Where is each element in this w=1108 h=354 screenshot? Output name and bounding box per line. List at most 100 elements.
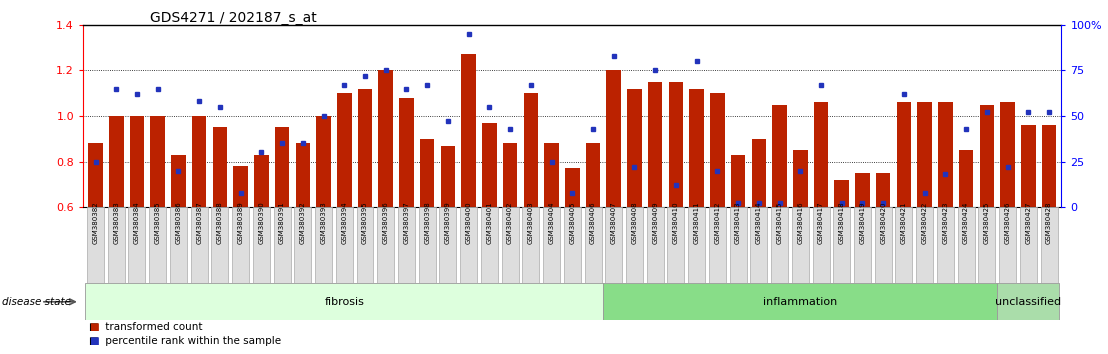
Text: GSM380412: GSM380412 [715,201,720,244]
Bar [731,155,746,207]
FancyBboxPatch shape [543,207,560,283]
Bar [648,82,663,207]
Text: GSM380424: GSM380424 [963,201,970,244]
FancyBboxPatch shape [170,207,187,283]
Bar [337,93,351,207]
Text: unclassified: unclassified [995,297,1061,307]
Text: GSM380425: GSM380425 [984,201,989,244]
FancyBboxPatch shape [978,207,995,283]
Bar [979,104,994,207]
Text: GSM380396: GSM380396 [382,201,389,244]
Bar [420,139,434,207]
Bar [254,155,268,207]
Bar [668,82,684,207]
Text: GSM380384: GSM380384 [134,201,140,244]
Bar [793,150,808,207]
Text: ■  percentile rank within the sample: ■ percentile rank within the sample [89,336,280,346]
Text: GSM380393: GSM380393 [320,201,327,244]
FancyBboxPatch shape [999,207,1016,283]
Bar [379,70,393,207]
Bar [876,173,891,207]
Bar [130,116,144,207]
Text: GSM380383: GSM380383 [113,201,120,244]
Text: GSM380386: GSM380386 [175,201,182,244]
FancyBboxPatch shape [233,207,249,283]
Text: GSM380407: GSM380407 [611,201,617,244]
Text: GSM380427: GSM380427 [1025,201,1032,244]
FancyBboxPatch shape [315,207,332,283]
FancyBboxPatch shape [854,207,871,283]
Bar [109,116,123,207]
FancyBboxPatch shape [812,207,830,283]
FancyBboxPatch shape [1019,207,1037,283]
Text: GSM380391: GSM380391 [279,201,285,244]
FancyBboxPatch shape [191,207,207,283]
Text: GSM380388: GSM380388 [217,201,223,244]
Text: GSM380400: GSM380400 [465,201,472,244]
FancyBboxPatch shape [377,207,394,283]
Bar [710,93,725,207]
Text: GSM380402: GSM380402 [507,201,513,244]
Text: inflammation: inflammation [763,297,838,307]
Bar [358,88,372,207]
Text: GSM380420: GSM380420 [880,201,886,244]
FancyBboxPatch shape [357,207,373,283]
Bar [917,102,932,207]
Text: GSM380404: GSM380404 [548,201,554,244]
Text: GSM380411: GSM380411 [694,201,699,244]
Bar [813,102,829,207]
FancyBboxPatch shape [626,207,643,283]
FancyBboxPatch shape [688,207,705,283]
Text: GSM380385: GSM380385 [155,201,161,244]
Bar [1001,102,1015,207]
FancyBboxPatch shape [274,207,290,283]
Text: GSM380423: GSM380423 [943,201,948,244]
Bar [834,180,849,207]
Bar [482,123,496,207]
FancyBboxPatch shape [419,207,435,283]
Text: GSM380415: GSM380415 [777,201,782,244]
FancyBboxPatch shape [916,207,933,283]
Bar [316,116,331,207]
Bar [958,150,973,207]
FancyBboxPatch shape [88,207,104,283]
Text: GSM380414: GSM380414 [756,201,762,244]
FancyBboxPatch shape [253,207,270,283]
FancyBboxPatch shape [957,207,975,283]
FancyBboxPatch shape [833,207,850,283]
Bar [772,104,787,207]
FancyBboxPatch shape [997,283,1059,320]
FancyBboxPatch shape [129,207,145,283]
Bar [689,88,704,207]
Bar [586,143,601,207]
Bar [461,55,476,207]
Text: GSM380401: GSM380401 [486,201,492,244]
FancyBboxPatch shape [667,207,685,283]
FancyBboxPatch shape [874,207,892,283]
Text: GSM380394: GSM380394 [341,201,347,244]
Text: GSM380428: GSM380428 [1046,201,1051,244]
Text: GSM380406: GSM380406 [591,201,596,244]
Text: GSM380417: GSM380417 [818,201,824,244]
FancyBboxPatch shape [729,207,747,283]
Text: GSM380418: GSM380418 [839,201,844,244]
Text: ■: ■ [89,322,99,332]
Bar [606,70,620,207]
FancyBboxPatch shape [750,207,768,283]
FancyBboxPatch shape [440,207,456,283]
Bar [1022,125,1036,207]
Bar [938,102,953,207]
FancyBboxPatch shape [336,207,352,283]
FancyBboxPatch shape [564,207,581,283]
Text: GDS4271 / 202187_s_at: GDS4271 / 202187_s_at [150,11,316,25]
Text: GSM380387: GSM380387 [196,201,202,244]
FancyBboxPatch shape [792,207,809,283]
Bar [524,93,538,207]
FancyBboxPatch shape [709,207,726,283]
FancyBboxPatch shape [460,207,478,283]
FancyBboxPatch shape [937,207,954,283]
Bar [172,155,186,207]
FancyBboxPatch shape [647,207,664,283]
FancyBboxPatch shape [150,207,166,283]
FancyBboxPatch shape [522,207,540,283]
